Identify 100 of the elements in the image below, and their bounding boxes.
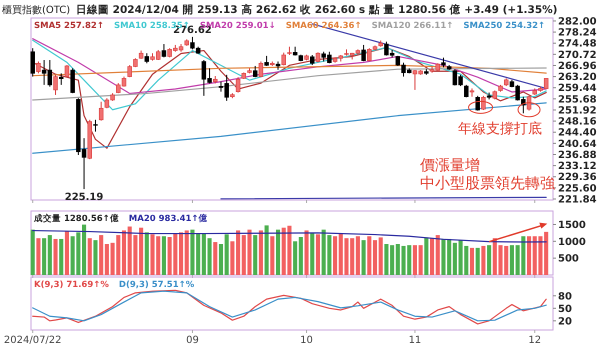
annotation: 中小型股票領先轉強: [420, 174, 555, 192]
bar: [322, 230, 326, 275]
y-tick-label: 248.16: [558, 116, 597, 128]
candlestick: [258, 61, 264, 78]
candlestick: [30, 48, 35, 78]
bar: [487, 245, 492, 275]
bar: [476, 248, 480, 275]
y-tick-label: 1000: [558, 236, 586, 248]
y-tick-label: 259.44: [558, 83, 597, 94]
candlestick: [361, 44, 366, 62]
bar: [59, 238, 64, 275]
bar: [316, 234, 320, 275]
y-tick-label: 263.20: [558, 72, 597, 84]
bar: [264, 225, 269, 275]
candlestick: [236, 76, 240, 94]
y-tick-label: 282.00: [558, 16, 597, 28]
y-tick-label: 240.64: [558, 138, 597, 150]
bar: [521, 236, 526, 275]
line-series: [32, 64, 547, 76]
text: SMA120 266.11↑: [372, 21, 454, 31]
x-tick-label: 09: [186, 335, 199, 345]
bar: [99, 235, 104, 275]
candlestick: [310, 54, 314, 66]
bar: [270, 236, 274, 275]
candlestick: [53, 74, 58, 96]
candlestick: [93, 119, 98, 132]
chart-subtitle: 日線圖 2024/12/04 開 259.13 高 262.62 收 262.60 s 點 量 1280.56 億 +3.49 (+1.35%): [76, 3, 558, 16]
bar: [253, 235, 258, 275]
line-series: [32, 102, 547, 154]
y-tick-label: 251.92: [558, 105, 597, 116]
bar: [48, 235, 52, 275]
x-tick-label: 2024/07/22: [4, 335, 62, 345]
bar: [276, 230, 280, 275]
text: SMA5 257.82↑: [34, 21, 104, 31]
line-series: [32, 230, 547, 243]
line-series: [32, 67, 547, 101]
series-label: K(9,3) 71.69↑%: [34, 280, 110, 290]
bar: [298, 237, 303, 275]
candlestick: [58, 72, 64, 86]
candlestick: [481, 95, 486, 111]
y-tick-label: 278.24: [558, 28, 597, 39]
candlestick: [281, 52, 286, 66]
annotation: 價漲量增: [420, 156, 480, 174]
candlestick: [98, 101, 104, 122]
candlestick: [162, 44, 166, 58]
y-tick-label: 244.40: [558, 128, 597, 139]
y-tick-label: 80: [558, 291, 572, 302]
bar: [162, 236, 166, 275]
y-tick-label: 225.60: [558, 183, 597, 194]
bar: [304, 230, 309, 275]
bar: [481, 246, 486, 275]
bar: [213, 242, 218, 275]
candlestick: [441, 57, 446, 68]
candlestick: [70, 68, 75, 94]
text: SMA250 254.32↑: [463, 21, 546, 31]
bar: [362, 240, 366, 275]
line-series: [32, 40, 547, 110]
y-tick-label: 255.68: [558, 94, 597, 106]
bar: [424, 237, 428, 275]
bar: [36, 238, 40, 275]
bar: [70, 236, 75, 275]
bar: [310, 233, 314, 275]
y-tick-label: 233.12: [558, 161, 597, 172]
y-tick-label: 236.88: [558, 150, 597, 161]
series-label: 成交量 1280.56↑億: [33, 213, 120, 224]
bar: [168, 237, 172, 275]
candlestick: [464, 84, 469, 98]
bar: [42, 238, 46, 275]
bar: [64, 231, 69, 275]
y-tick-label: 20: [558, 316, 572, 328]
text: SMA60 264.36↑: [286, 21, 362, 31]
candlestick: [144, 52, 150, 64]
candlestick: [64, 64, 70, 78]
y-tick-label: 1500: [558, 220, 586, 231]
bar: [470, 248, 474, 275]
bar: [356, 236, 360, 275]
y-tick-label: 50: [558, 304, 572, 315]
candlestick: [264, 55, 269, 66]
bar: [144, 232, 149, 275]
bar: [327, 235, 332, 275]
x-tick-label: 10: [300, 335, 313, 345]
bar: [53, 238, 58, 275]
annotation: 225.19: [64, 192, 104, 204]
y-tick-label: 274.48: [558, 38, 597, 50]
chart-title: 櫃買指數(OTC): [2, 4, 70, 16]
candlestick: [36, 61, 41, 74]
bar: [93, 240, 98, 275]
x-tick-label: 11: [408, 335, 422, 345]
y-tick-label: 500: [558, 254, 579, 265]
bar: [88, 238, 92, 275]
x-tick-label: 12: [528, 335, 542, 345]
y-tick-label: 270.72: [558, 50, 597, 61]
bar: [293, 241, 298, 275]
bar: [30, 230, 35, 275]
bar: [258, 230, 263, 275]
annotation: 年線支撐打底: [458, 121, 542, 137]
y-tick-label: 266.96: [558, 60, 597, 72]
candlestick: [316, 52, 320, 63]
series-label: MA20 983.41↑億: [128, 213, 209, 224]
line-series: [32, 38, 547, 94]
